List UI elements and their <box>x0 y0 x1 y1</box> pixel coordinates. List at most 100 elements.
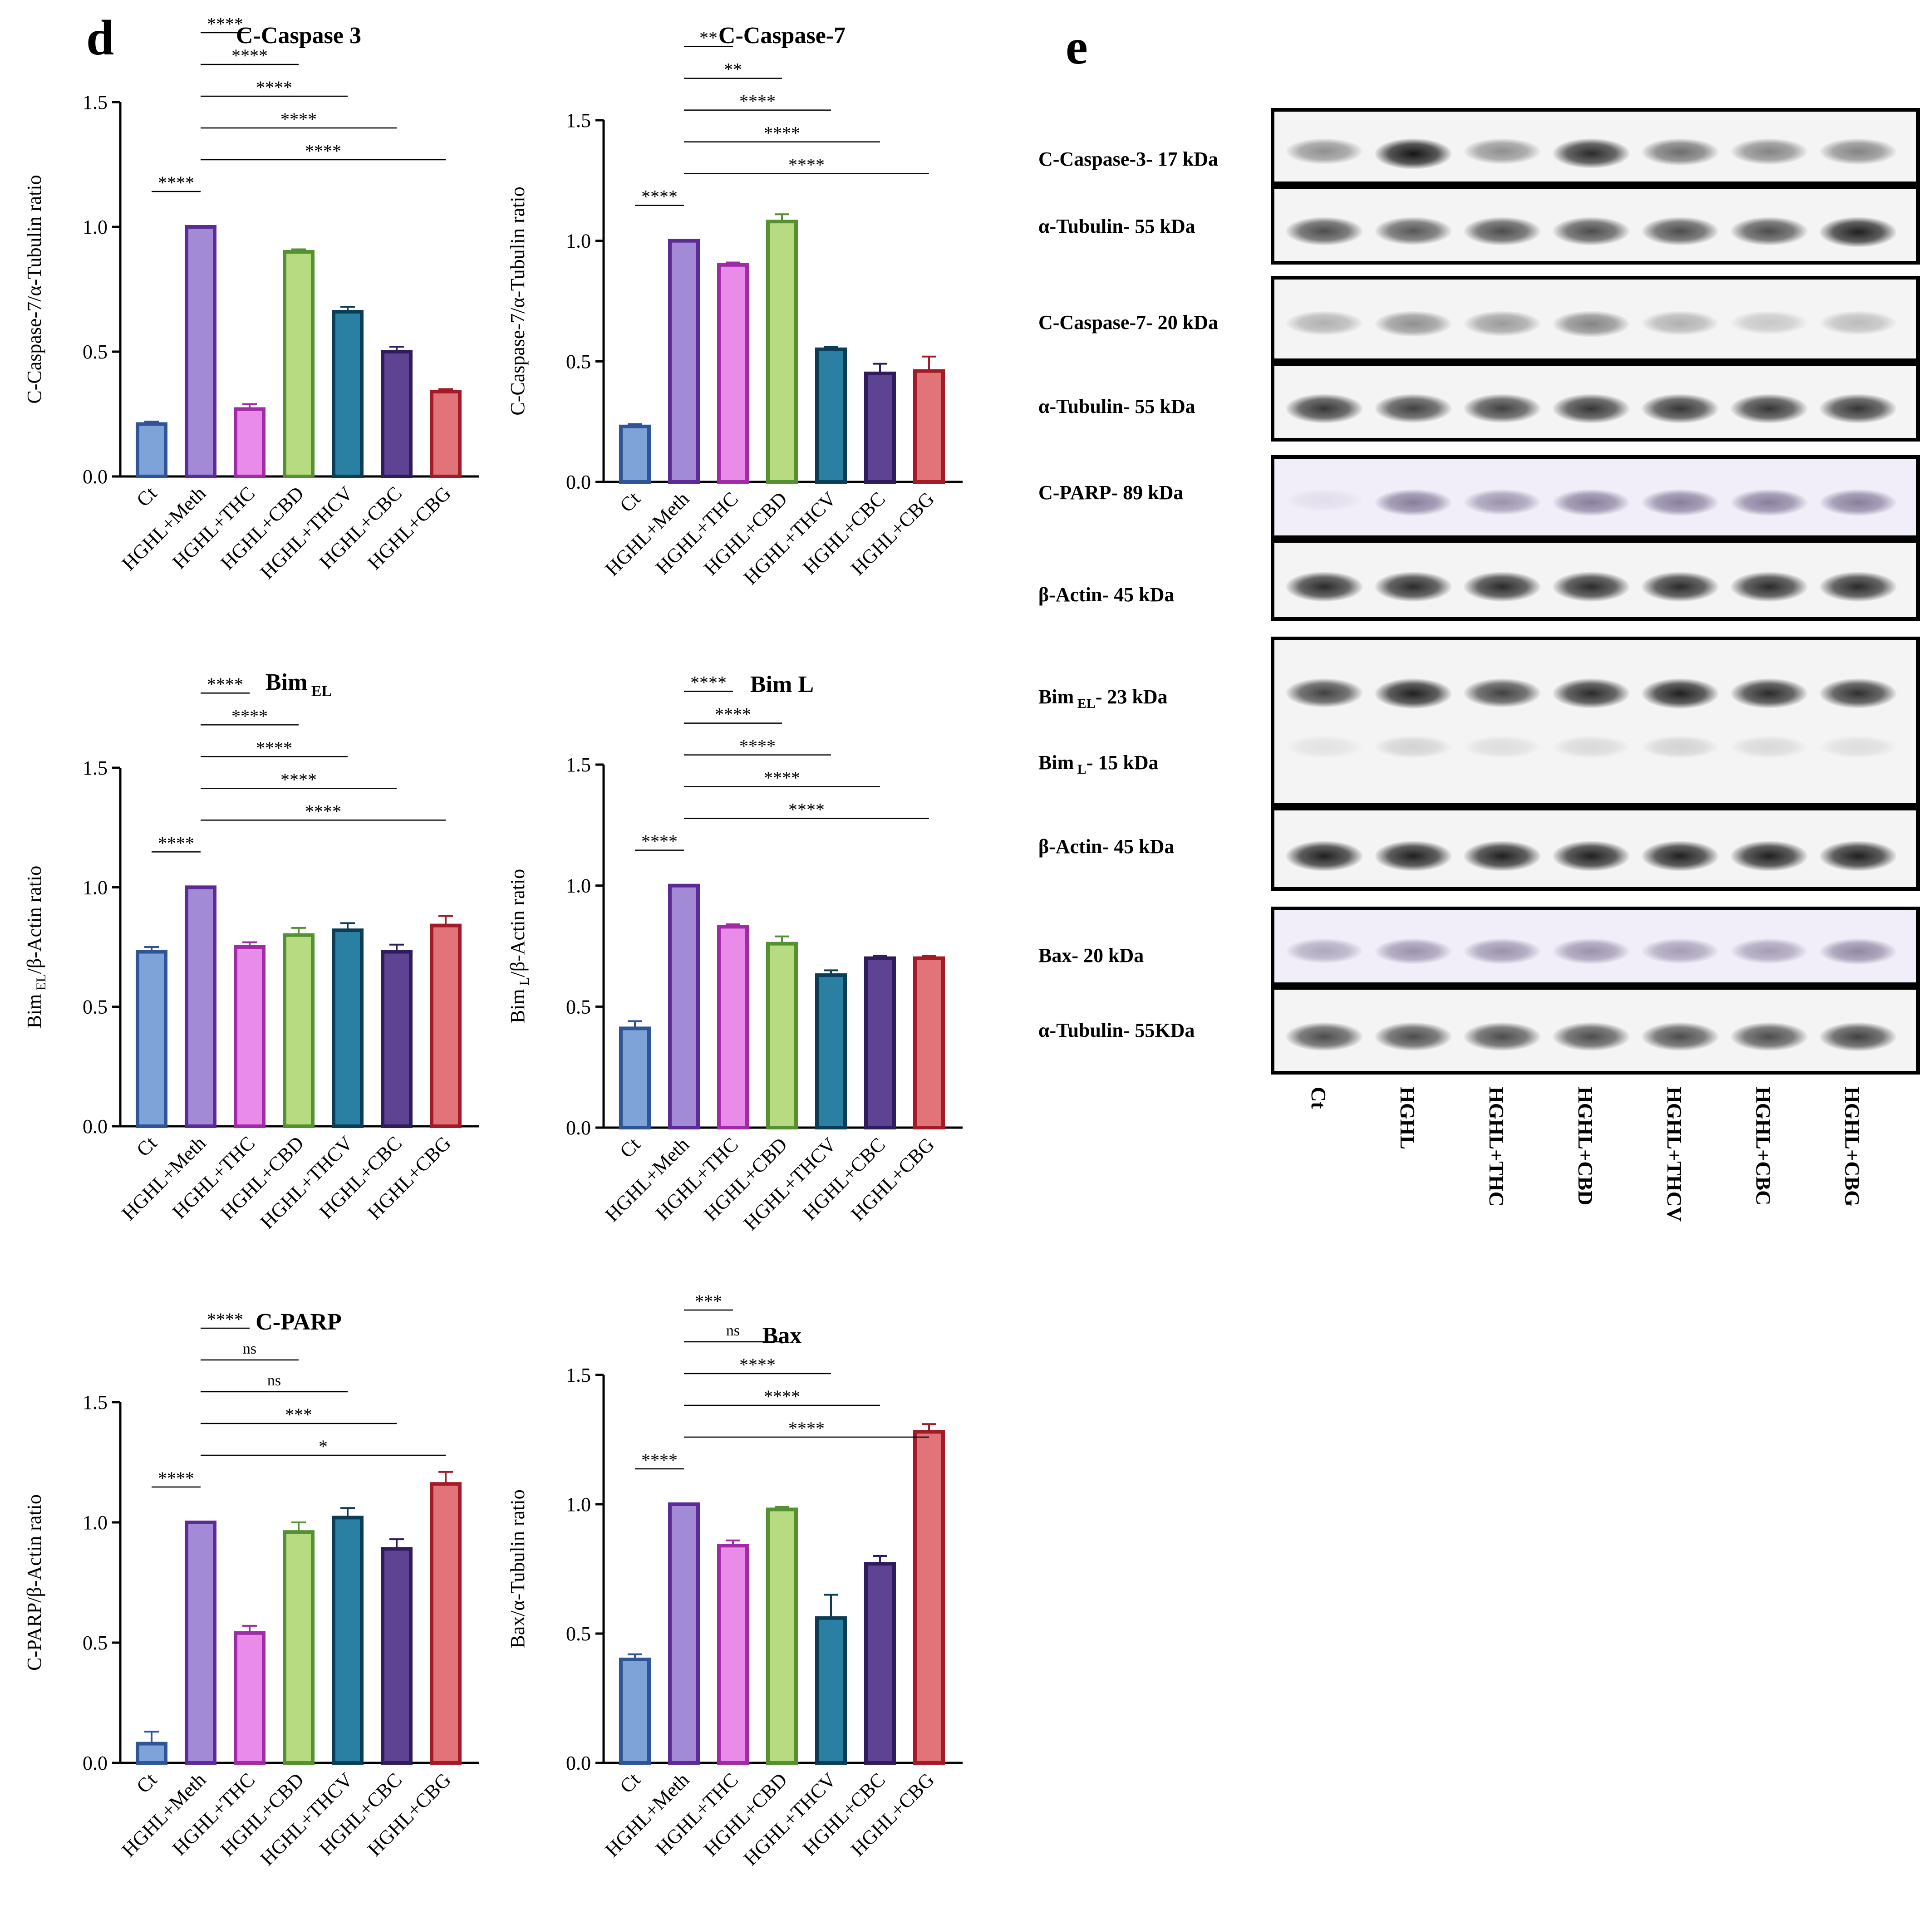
blot-band-label-text: β-Actin- 45 kDa <box>1038 584 1175 606</box>
blot-band <box>1819 572 1897 602</box>
bar-hghl-cbg <box>913 1430 945 1765</box>
blot-band-label: C-Caspase-3- 17 kDa <box>1038 147 1218 171</box>
blot-band-label-text: Bim <box>1038 751 1074 774</box>
bar-hghl-thc <box>717 925 749 1129</box>
significance-label: **** <box>158 172 194 193</box>
blot-band <box>1375 216 1452 245</box>
significance-label: **** <box>158 833 194 853</box>
y-axis-label: C-Caspase-7/α-Tubulin ratio <box>506 186 529 415</box>
blot-band <box>1553 1022 1630 1051</box>
blot-lane-label: HGHL <box>1396 1087 1419 1150</box>
blot-band-label-subscript: EL <box>1074 696 1096 711</box>
bar-hghl-meth <box>185 885 216 1128</box>
blot-band-label: α-Tubulin- 55 kDa <box>1038 215 1195 238</box>
bar-hghl-thc <box>234 945 265 1128</box>
y-tick-label: 0.0 <box>566 471 591 493</box>
blot-band <box>1730 138 1808 165</box>
significance-label: **** <box>305 141 341 161</box>
blot-band <box>1375 311 1452 337</box>
blot-band <box>1553 678 1630 708</box>
significance-label: **** <box>739 91 776 112</box>
blot-band <box>1464 138 1541 164</box>
blot-band-label: β-Actin- 45 kDa <box>1038 835 1174 858</box>
blot-box <box>1271 539 1920 621</box>
y-tick-label: 0.5 <box>566 996 591 1018</box>
blot-box <box>1271 907 1920 986</box>
bar-hghl-thcv <box>815 1616 847 1765</box>
significance-label: **** <box>641 831 678 852</box>
bar-hghl-thcv <box>815 347 847 484</box>
blot-band <box>1375 1022 1452 1051</box>
blot-band <box>1464 393 1541 423</box>
blot-band-label-text: C-Caspase-7- 20 kDa <box>1038 311 1218 334</box>
blot-band <box>1730 393 1808 423</box>
bar-hghl-cbc <box>381 350 413 478</box>
y-tick-label: 1.0 <box>566 875 591 897</box>
blot-band <box>1819 311 1897 335</box>
panel-letter-e: e <box>1066 19 1088 74</box>
bar-hghl-thc <box>717 263 749 484</box>
significance-label: ** <box>699 28 718 48</box>
significance-label: **** <box>764 768 800 788</box>
significance-label: **** <box>690 672 727 693</box>
blot-band <box>1375 393 1452 423</box>
bar-hghl-cbd <box>766 1507 798 1765</box>
blot-box <box>1271 807 1920 891</box>
y-tick-label: 0.5 <box>83 1632 108 1654</box>
blot-band <box>1286 840 1363 871</box>
blot-band-label-text: β-Actin- 45 kDa <box>1038 835 1175 858</box>
significance-label: **** <box>158 1468 194 1488</box>
blot-band-label: C-Caspase-7- 20 kDa <box>1038 311 1218 334</box>
blot-band <box>1553 489 1630 516</box>
y-tick-label: 1.0 <box>83 216 108 238</box>
blot-band <box>1375 938 1452 964</box>
y-tick-label: 1.5 <box>566 1364 591 1386</box>
bar-hghl-meth <box>668 883 700 1129</box>
bar-hghl-cbc <box>864 956 896 1130</box>
bar-hghl-cbg <box>913 956 945 1130</box>
y-tick-label: 1.5 <box>566 109 591 132</box>
blot-band <box>1730 938 1808 964</box>
blot-band <box>1730 216 1808 245</box>
blot-lane-label: Ct <box>1307 1087 1330 1109</box>
blot-box <box>1271 276 1920 362</box>
blot-band <box>1819 393 1897 423</box>
bar-hghl-cbd <box>766 220 798 484</box>
significance-label: ns <box>243 1340 256 1357</box>
blot-band <box>1553 138 1630 168</box>
blot-band <box>1286 572 1363 602</box>
y-tick-label: 0.5 <box>83 996 108 1018</box>
chart-title: Bim EL <box>265 669 332 700</box>
significance-label: **** <box>280 109 317 129</box>
blot-band <box>1819 840 1897 871</box>
blot-band-label-text: Bim <box>1038 686 1074 708</box>
significance-label: **** <box>764 1386 800 1407</box>
significance-label: **** <box>641 186 678 207</box>
significance-label: **** <box>256 737 292 758</box>
chart-title: Bax <box>762 1323 802 1349</box>
bar-hghl-cbc <box>381 1547 413 1765</box>
significance-label: **** <box>788 155 825 175</box>
y-axis-label: C-PARP/β-Actin ratio <box>23 1494 45 1671</box>
blot-band-label-subscript: L <box>1074 761 1086 777</box>
bar-hghl-cbc <box>864 371 896 484</box>
blot-band <box>1286 678 1363 707</box>
bar-ct <box>136 422 167 478</box>
significance-label: ns <box>267 1372 281 1389</box>
bar-ct <box>619 424 651 484</box>
blot-band <box>1730 489 1808 516</box>
blot-band <box>1375 138 1452 169</box>
y-axis-label: Bax/α-Tubulin ratio <box>506 1489 529 1648</box>
blot-band <box>1730 572 1808 602</box>
y-axis-label: C-Caspase-7/α-Tubulin ratio <box>23 175 45 403</box>
significance-label: ** <box>724 59 742 80</box>
blot-band <box>1819 1022 1897 1051</box>
blot-band-label-text: C-PARP- 89 kDa <box>1038 481 1184 504</box>
blot-band-label-text: Bax- 20 kDa <box>1038 944 1144 967</box>
blot-band-label: Bim L- 15 kDa <box>1038 751 1159 777</box>
blot-band-label-text: C-Caspase-3- 17 kDa <box>1038 148 1218 170</box>
blot-band <box>1553 736 1630 758</box>
y-tick-label: 1.5 <box>83 1391 108 1413</box>
blot-band <box>1464 572 1541 602</box>
significance-label: **** <box>207 674 243 694</box>
